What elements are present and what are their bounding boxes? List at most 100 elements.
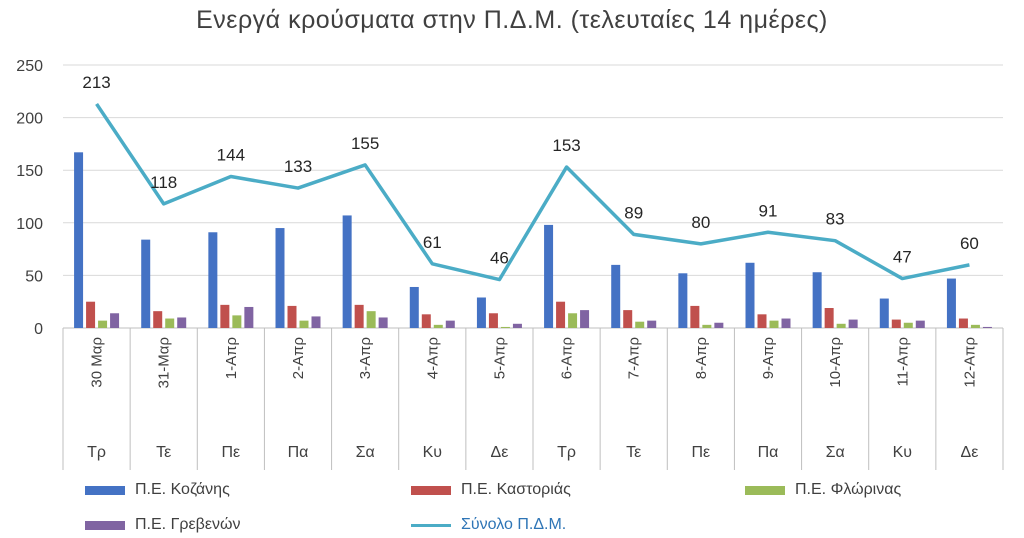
x-tick-label: 10-Απρ xyxy=(827,337,844,388)
bar xyxy=(86,301,96,328)
day-label: Πε xyxy=(222,444,241,461)
bar xyxy=(110,313,120,328)
x-tick-label: 30 Μαρ xyxy=(89,337,106,388)
day-label: Τρ xyxy=(557,444,576,461)
bar xyxy=(946,278,956,328)
x-tick-label: 4-Απρ xyxy=(424,337,441,379)
x-tick-label: 5-Απρ xyxy=(491,337,508,379)
legend-swatch-kastoria xyxy=(411,485,451,495)
data-label: 60 xyxy=(960,234,979,253)
y-tick-label: 0 xyxy=(34,321,43,338)
bar xyxy=(580,310,590,328)
bar xyxy=(714,322,724,328)
day-label: Σα xyxy=(826,444,845,461)
bar xyxy=(970,324,980,328)
bar xyxy=(757,314,767,328)
legend-item-grevena: Π.Ε. Γρεβενών xyxy=(85,516,240,534)
x-tick-label: 3-Απρ xyxy=(357,337,374,379)
bar xyxy=(611,264,621,328)
bar xyxy=(678,273,688,328)
bar xyxy=(342,215,352,328)
bar xyxy=(836,323,846,328)
day-label: Δε xyxy=(961,444,979,461)
day-label: Τε xyxy=(156,444,171,461)
bar xyxy=(488,313,498,328)
legend-item-kozani: Π.Ε. Κοζάνης xyxy=(85,481,230,499)
data-label: 133 xyxy=(284,157,312,176)
bar xyxy=(366,311,376,328)
day-label: Πα xyxy=(758,444,779,461)
y-tick-label: 100 xyxy=(16,216,43,233)
bar xyxy=(702,324,712,328)
day-label: Πε xyxy=(692,444,711,461)
bar xyxy=(879,298,889,328)
legend-item-kastoria: Π.Ε. Καστοριάς xyxy=(411,481,571,499)
legend-item-total: Σύνολο Π.Δ.Μ. xyxy=(411,516,566,534)
x-tick-label: 1-Απρ xyxy=(223,337,240,379)
data-label: 153 xyxy=(552,136,580,155)
day-label: Τε xyxy=(626,444,641,461)
bar xyxy=(568,313,578,328)
legend-item-florina: Π.Ε. Φλώρινας xyxy=(745,481,901,499)
data-label: 89 xyxy=(624,203,643,222)
bar xyxy=(623,310,633,328)
y-tick-label: 200 xyxy=(16,111,43,128)
day-label: Κυ xyxy=(893,444,912,461)
day-label: Σα xyxy=(356,444,375,461)
bar xyxy=(769,320,779,328)
x-tick-label: 8-Απρ xyxy=(693,337,710,379)
x-tick-label: 9-Απρ xyxy=(760,337,777,379)
bar xyxy=(848,319,858,328)
legend-label-florina: Π.Ε. Φλώρινας xyxy=(795,481,902,498)
bar xyxy=(232,315,242,328)
data-label: 213 xyxy=(82,73,110,92)
bar xyxy=(153,311,163,328)
x-tick-label: 2-Απρ xyxy=(290,337,307,379)
bar xyxy=(165,318,175,328)
x-tick-label: 7-Απρ xyxy=(626,337,643,379)
bar xyxy=(433,324,443,328)
chart-title: Ενεργά κρούσματα στην Π.Δ.Μ. (τελευταίες… xyxy=(196,6,828,34)
day-label: Κυ xyxy=(423,444,442,461)
bar xyxy=(445,320,455,328)
bar xyxy=(476,297,486,328)
bar xyxy=(891,319,901,328)
bar xyxy=(98,320,108,328)
bar xyxy=(690,305,700,328)
data-label: 47 xyxy=(893,248,912,267)
bar xyxy=(177,317,187,328)
bar xyxy=(74,152,84,328)
x-tick-label: 11-Απρ xyxy=(894,337,911,386)
day-label: Τρ xyxy=(87,444,106,461)
legend-label-total: Σύνολο Π.Δ.Μ. xyxy=(461,516,567,533)
legend-swatch-florina xyxy=(745,485,785,495)
bar xyxy=(141,239,151,328)
bar xyxy=(781,318,791,328)
data-label: 118 xyxy=(150,173,177,192)
legend-label-grevena: Π.Ε. Γρεβενών xyxy=(135,516,241,533)
x-tick-label: 6-Απρ xyxy=(559,337,576,379)
bar xyxy=(500,326,510,328)
bar xyxy=(287,305,297,328)
bar xyxy=(244,306,254,328)
bar xyxy=(647,320,657,328)
total-line xyxy=(95,102,970,282)
bar xyxy=(409,286,419,328)
y-tick-label: 150 xyxy=(16,163,43,180)
bar xyxy=(354,304,364,328)
day-label: Πα xyxy=(288,444,309,461)
bar xyxy=(745,262,755,328)
bar xyxy=(275,228,285,328)
legend-swatch-grevena xyxy=(85,520,125,530)
legend-label-kastoria: Π.Ε. Καστοριάς xyxy=(461,481,571,498)
y-tick-label: 250 xyxy=(16,58,43,75)
bar xyxy=(903,322,913,328)
x-tick-label: 31-Μαρ xyxy=(156,337,173,388)
legend-swatch-total xyxy=(411,523,451,527)
legend-label-kozani: Π.Ε. Κοζάνης xyxy=(135,481,230,498)
x-tick-label: 12-Απρ xyxy=(961,337,978,388)
bar xyxy=(812,272,822,328)
bar xyxy=(220,304,230,328)
bar xyxy=(512,323,522,328)
